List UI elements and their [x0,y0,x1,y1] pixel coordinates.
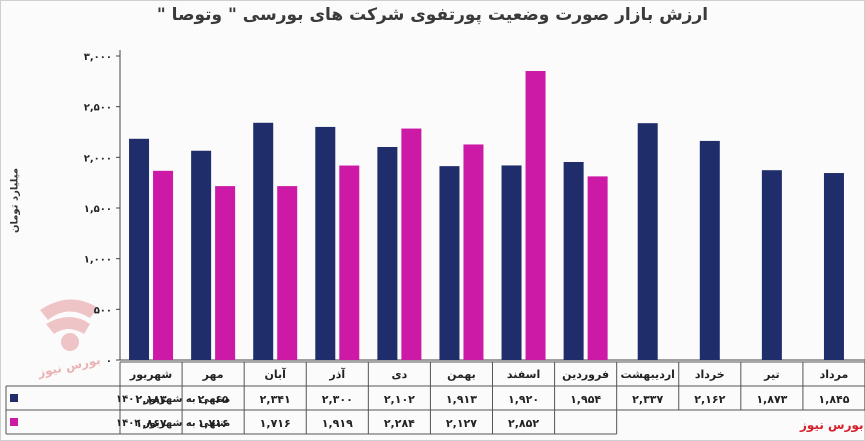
category-label: فروردین [562,368,609,381]
y-tick-label: ۱,۰۰۰ [84,255,112,266]
bar-series-1401 [129,138,150,360]
category-label: مرداد [820,368,849,381]
watermark-logo: بورس نیوز [30,290,105,385]
bar-series-1402 [153,170,174,360]
bar-series-1401 [563,161,584,360]
category-label: آبان [264,367,286,381]
data-label: ۱,۸۷۳ [756,393,787,406]
legend-key [10,394,18,402]
category-label: تیر [763,368,779,381]
legend-label: منتهی به شهریور ۱۴۰۱ [116,394,230,405]
data-label: ۱,۸۴۵ [818,393,849,406]
y-tick-label: ۲,۰۰۰ [84,153,112,164]
bar-series-1402 [401,128,422,360]
legend-label: منتهی به شهریور ۱۴۰۲ [116,418,230,429]
bar-series-1401 [377,146,398,360]
data-label: ۱,۹۱۳ [446,393,477,406]
y-tick-label: ۵۰۰ [94,305,112,316]
bar-series-1401 [253,122,274,361]
data-label: ۲,۱۰۲ [384,393,415,406]
data-label: ۲,۲۸۴ [384,417,415,430]
data-label: ۲,۱۸۳ [136,393,167,406]
chart-title: ارزش بازار صورت وضعیت پورتفوی شرکت های ب… [156,5,709,25]
bar-series-1401 [315,126,336,360]
data-label: ۱,۹۵۴ [570,393,601,406]
data-label: ۱,۷۱۶ [198,417,229,430]
data-label: ۱,۸۶۷ [136,417,167,430]
bar-series-1401 [823,173,844,360]
legend-key [10,418,18,426]
bar-series-1401 [191,150,212,360]
y-tick-label: ۰ [106,356,112,367]
brand-logo-text: بورس نیوز [800,418,864,432]
bar-series-1401 [439,166,460,360]
data-label: ۲,۳۴۱ [260,393,291,406]
data-label: ۲,۱۲۷ [446,417,477,430]
bar-series-1402 [587,176,608,360]
data-label: ۲,۱۶۲ [694,393,725,406]
category-label: شهریور [129,368,172,381]
category-label: اسفند [507,368,540,381]
y-tick-label: ۱,۵۰۰ [84,204,112,215]
data-label: ۲,۳۰۰ [322,393,353,406]
data-label: ۱,۹۱۹ [322,417,353,430]
data-label: ۱,۹۲۰ [508,393,539,406]
bar-series-1402 [339,165,360,360]
data-label: ۲,۳۳۷ [632,393,663,406]
data-label: ۲,۸۵۲ [508,417,539,430]
data-label: ۲,۰۶۵ [198,393,229,406]
category-label: دی [392,368,408,381]
y-tick-label: ۳,۰۰۰ [84,52,112,63]
category-label: بهمن [447,368,476,381]
category-label: مهر [202,368,224,381]
bar-series-1402 [277,186,298,360]
bar-series-1401 [761,170,782,360]
bar-series-1401 [637,123,658,361]
bar-series-1401 [501,165,522,360]
bar-series-1402 [215,186,236,360]
y-tick-label: ۲,۵۰۰ [84,103,112,114]
bar-series-1402 [525,70,546,361]
bar-series-1401 [699,140,720,360]
category-label: خرداد [695,368,725,381]
data-label: ۱,۷۱۶ [260,417,291,430]
category-label: آذر [328,367,345,381]
category-label: اردیبهشت [620,368,674,381]
bar-series-1402 [463,144,484,360]
